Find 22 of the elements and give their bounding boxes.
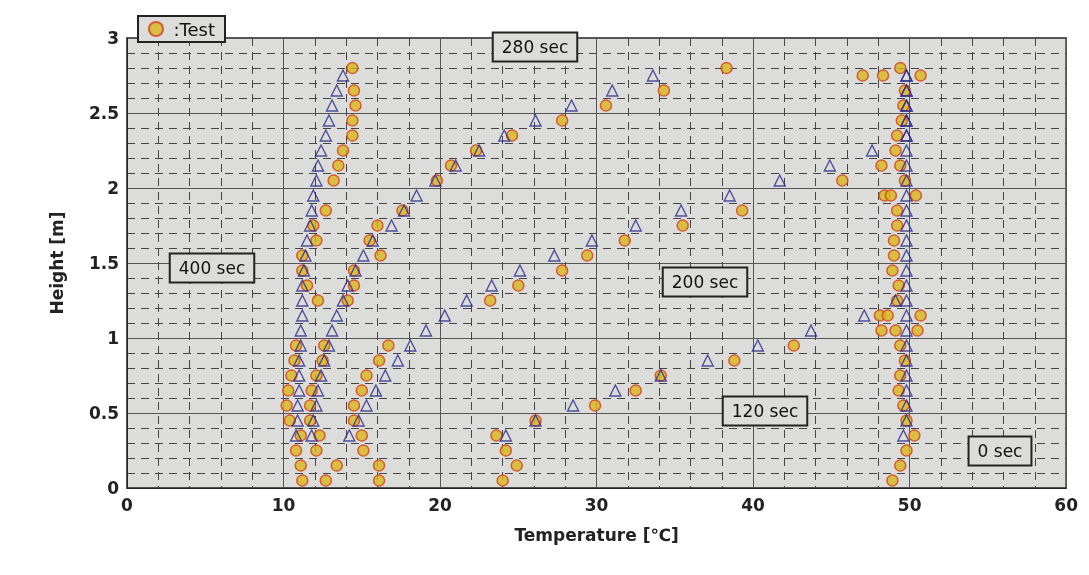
y-tick-label: 0 <box>107 478 120 498</box>
x-tick-label: 60 <box>1054 494 1079 515</box>
annotation: 0 sec <box>977 441 1023 461</box>
x-tick-label: 10 <box>271 494 296 515</box>
y-axis-title: Height [m] <box>46 211 67 315</box>
y-tick-label: 1 <box>107 328 119 348</box>
annotation: 280 sec <box>501 37 569 57</box>
x-tick-label: 40 <box>741 494 766 515</box>
annotation: 120 sec <box>731 401 799 421</box>
y-tick-label: 0.5 <box>88 403 119 423</box>
x-axis-title: Temperature [℃] <box>514 524 679 545</box>
x-tick-label: 50 <box>897 494 922 515</box>
y-tick-label: 1.5 <box>88 253 119 273</box>
y-tick-label: 2 <box>107 178 119 198</box>
annotation: 200 sec <box>671 272 739 292</box>
x-tick-label: 20 <box>428 494 453 515</box>
x-tick-label: 30 <box>584 494 609 515</box>
legend-label: :Test <box>173 18 216 40</box>
y-tick-label: 3 <box>107 28 119 48</box>
y-tick-label: 2.5 <box>88 103 119 123</box>
annotation: 400 sec <box>178 258 246 278</box>
x-tick-label: 0 <box>121 494 134 515</box>
